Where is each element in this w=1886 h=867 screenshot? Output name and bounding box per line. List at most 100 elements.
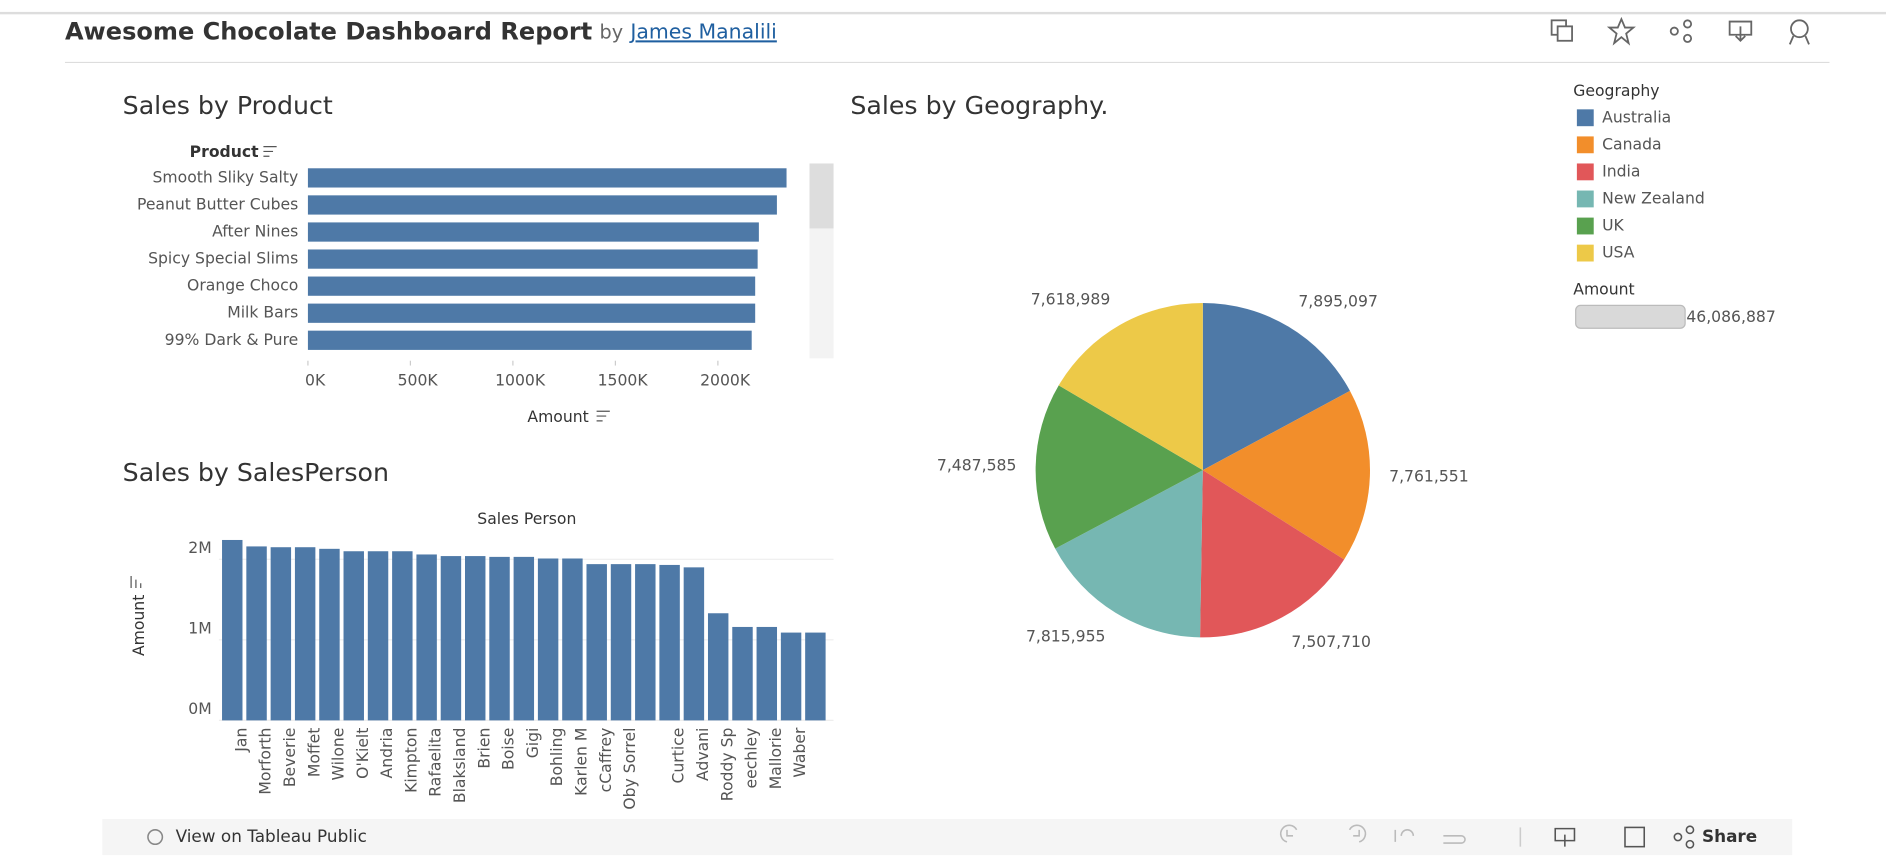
bar	[416, 554, 437, 721]
icon-share[interactable]	[1669, 19, 1693, 43]
legend-swatch	[1576, 190, 1594, 208]
x-tick-label: Andria	[377, 728, 396, 779]
x-tick-label: Advani	[693, 728, 712, 781]
y-tick-label: Orange Choco	[187, 276, 298, 295]
y-tick-label: 1M	[188, 619, 211, 638]
bar	[307, 276, 756, 296]
icon-badge-ribbon	[1788, 35, 1810, 45]
bar	[610, 564, 632, 721]
bar	[319, 548, 340, 721]
x-tick-label: Curtice	[669, 728, 688, 784]
data-label: 7,487,585	[937, 455, 1017, 474]
x-tick-label: 2000K	[700, 371, 751, 390]
bar	[307, 168, 787, 188]
legend-label: UK	[1602, 216, 1624, 235]
y-tick-label: 2M	[188, 538, 211, 557]
bar	[307, 195, 777, 215]
x-tick-label: Morforth	[256, 728, 275, 795]
y-axis-title: Product	[190, 142, 259, 161]
icon-redo[interactable]	[1348, 824, 1367, 843]
icon-favorite[interactable]	[1606, 16, 1636, 46]
sort-icon	[130, 576, 142, 589]
y-tick-label: 0M	[188, 699, 211, 718]
pie-slice	[1035, 385, 1203, 549]
x-tick-label: Gigi	[523, 728, 542, 759]
x-tick-label: 0K	[305, 371, 326, 390]
x-tick-label: Moffet	[304, 728, 323, 778]
scrollbar-thumb[interactable]	[809, 163, 834, 229]
report-title: Awesome Chocolate Dashboard Report by Jame…	[65, 17, 777, 45]
icon-download[interactable]	[1728, 20, 1753, 43]
pie-slice	[1058, 302, 1203, 471]
bar	[307, 249, 758, 269]
bar	[440, 556, 462, 721]
sort-icon	[596, 410, 610, 422]
pie-slice	[1200, 470, 1345, 638]
tableau-icon	[147, 829, 164, 846]
pie-slice	[1055, 470, 1203, 638]
icon-refresh[interactable]	[1443, 835, 1466, 844]
share-button[interactable]: Share	[1702, 826, 1757, 846]
bar	[294, 547, 316, 721]
y-tick-label: After Nines	[212, 222, 298, 241]
icon-badge[interactable]	[1790, 19, 1809, 39]
size-legend-mark	[1575, 304, 1686, 329]
x-tick-label: Rafaelita	[426, 728, 445, 797]
x-tick-label: 1500K	[598, 371, 649, 390]
bar	[307, 303, 756, 323]
icon-share-footer[interactable]	[1673, 825, 1695, 849]
y-axis-title: Amount	[129, 595, 148, 656]
pie-slice	[1202, 390, 1370, 560]
size-legend-title: Amount	[1573, 279, 1634, 298]
bar	[392, 551, 413, 721]
x-tick-label: Roddy Sp	[717, 728, 736, 802]
size-legend-label: 46,086,887	[1686, 307, 1775, 326]
legend-label: New Zealand	[1602, 188, 1705, 207]
x-tick-label: Blaksland	[450, 728, 469, 804]
bar	[222, 539, 243, 721]
x-tick-label: Jan	[231, 728, 250, 753]
legend-title: Geography	[1573, 81, 1659, 100]
bar	[513, 556, 535, 721]
x-axis-title: Amount	[527, 407, 588, 426]
data-label: 7,761,551	[1389, 466, 1469, 485]
footer-bar	[102, 818, 1793, 856]
x-tick-label: Brien	[474, 728, 493, 769]
bar	[586, 564, 607, 721]
x-axis-title: Sales Person	[477, 509, 576, 528]
legend-label: Australia	[1602, 107, 1671, 126]
icon-fullscreen[interactable]	[1624, 826, 1646, 848]
legend-label: Canada	[1602, 134, 1661, 153]
y-tick-label: Smooth Sliky Salty	[153, 167, 299, 186]
icon-undo[interactable]	[1280, 824, 1298, 843]
legend-swatch	[1576, 163, 1594, 181]
x-tick-label: 1000K	[495, 371, 546, 390]
x-tick-label: O'Kielt	[353, 728, 372, 779]
bar	[780, 632, 802, 721]
view-on-tableau[interactable]: View on Tableau Public	[176, 826, 367, 846]
author-link[interactable]: James Manalili	[628, 19, 777, 43]
legend-swatch	[1576, 217, 1594, 235]
data-label: 7,618,989	[1031, 290, 1111, 309]
x-tick-label: Bohling	[547, 728, 566, 787]
x-tick-label: Boise	[499, 728, 518, 770]
chart-title: Sales by SalesPerson	[123, 458, 389, 487]
x-tick-label: Waber	[790, 727, 809, 778]
bar	[307, 330, 752, 350]
footer-icons	[147, 824, 1695, 849]
icon-revert[interactable]	[1394, 829, 1415, 842]
bar	[683, 567, 705, 721]
title-text: Awesome Chocolate Dashboard Report	[65, 17, 592, 45]
x-tick-label: Kimpton	[401, 728, 420, 793]
bar	[635, 564, 656, 721]
bar	[707, 613, 729, 721]
bar	[343, 551, 364, 721]
bar	[659, 564, 680, 721]
bar	[562, 558, 583, 721]
bar	[270, 547, 292, 721]
bar	[756, 626, 778, 721]
bar	[537, 558, 559, 721]
legend-swatch	[1576, 109, 1594, 127]
icon-download-footer[interactable]	[1554, 827, 1576, 847]
